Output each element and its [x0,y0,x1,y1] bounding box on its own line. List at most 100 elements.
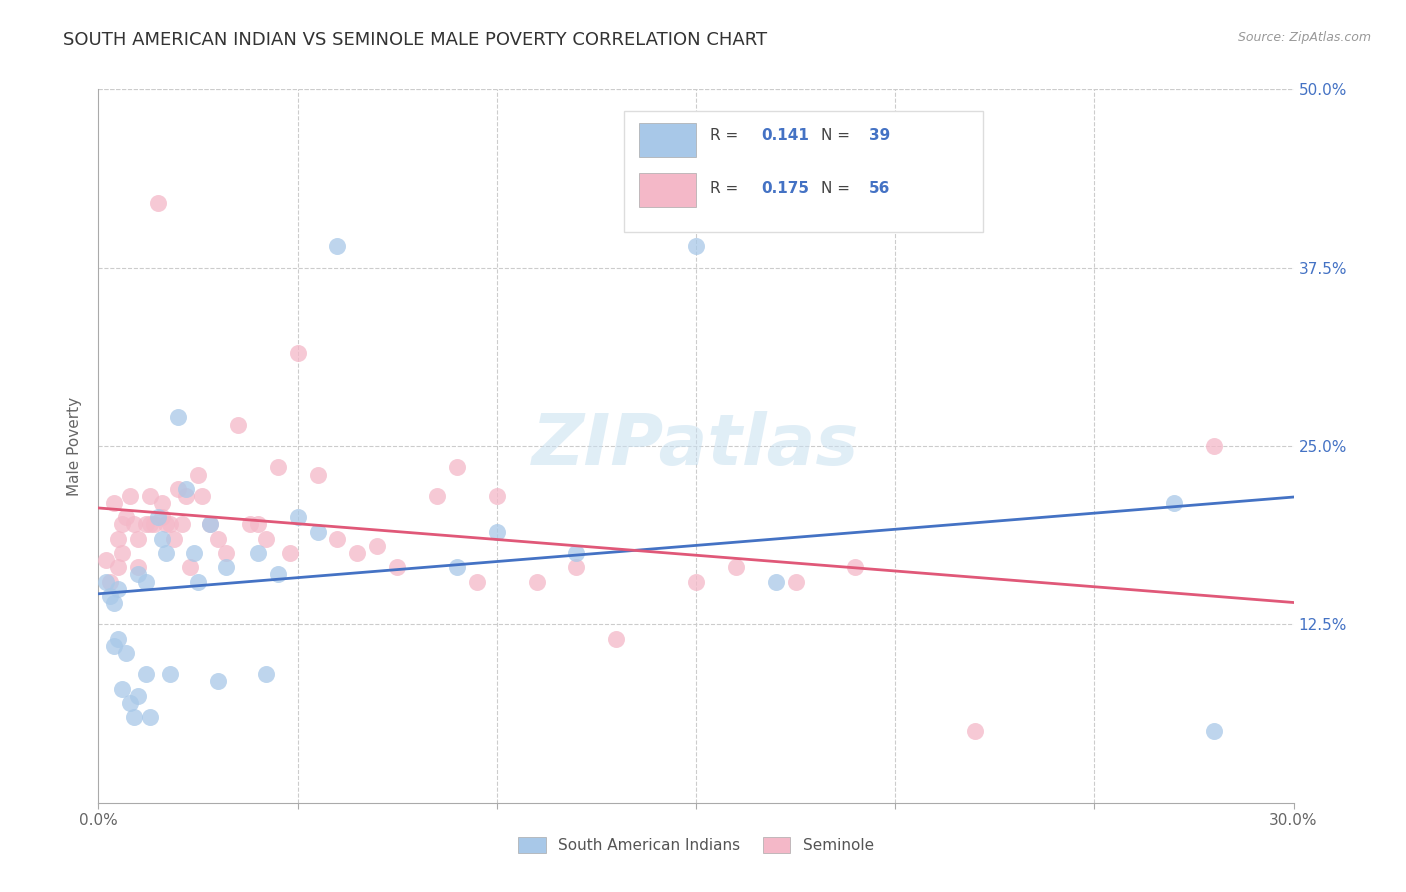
Point [98,589,122,603]
Point [167,482,190,496]
Point [426,489,449,503]
Point [254,532,277,546]
Point [485,489,508,503]
Point [187,467,209,482]
Text: ZIPatlas: ZIPatlas [533,411,859,481]
Point [127,689,149,703]
Legend: South American Indians, Seminole: South American Indians, Seminole [512,831,880,859]
Point [139,489,162,503]
Point [198,517,221,532]
Point [565,546,588,560]
Point [124,517,146,532]
Text: R =: R = [710,128,744,144]
Point [605,632,627,646]
Point [183,546,205,560]
Text: N =: N = [821,128,855,144]
Point [98,574,122,589]
Point [1163,496,1185,510]
Point [765,574,787,589]
Point [287,346,309,360]
Point [107,632,129,646]
Point [111,681,134,696]
Point [724,560,747,574]
Point [287,510,309,524]
Point [150,496,173,510]
Point [246,517,269,532]
Point [139,517,162,532]
Point [115,510,138,524]
Text: Source: ZipAtlas.com: Source: ZipAtlas.com [1237,31,1371,45]
Point [120,696,142,710]
Point [385,560,409,574]
FancyBboxPatch shape [638,173,696,207]
Point [172,517,194,532]
Point [103,496,125,510]
Point [485,524,508,539]
Point [207,532,229,546]
Point [139,710,162,724]
Point [96,574,118,589]
Point [103,639,125,653]
FancyBboxPatch shape [638,123,696,157]
Point [150,532,173,546]
Point [326,532,349,546]
Point [465,574,488,589]
Text: 0.175: 0.175 [762,180,810,195]
Text: R =: R = [710,180,744,195]
Point [963,724,986,739]
Point [446,460,468,475]
Point [254,667,277,681]
Point [150,510,173,524]
Text: 39: 39 [869,128,890,144]
FancyBboxPatch shape [624,111,983,232]
Point [155,546,177,560]
Point [96,553,118,567]
Point [124,710,146,724]
Point [198,517,221,532]
Point [226,417,249,432]
Point [111,517,134,532]
Point [785,574,807,589]
Point [120,489,142,503]
Point [107,582,129,596]
Point [135,517,157,532]
Point [207,674,229,689]
Point [366,539,388,553]
Point [115,646,138,660]
Point [107,532,129,546]
Point [844,560,866,574]
Point [326,239,349,253]
Point [159,517,181,532]
Point [685,239,707,253]
Y-axis label: Male Poverty: Male Poverty [67,396,83,496]
Point [127,567,149,582]
Point [159,667,181,681]
Point [267,460,290,475]
Point [167,410,190,425]
Point [215,546,238,560]
Point [191,489,214,503]
Point [1202,439,1225,453]
Point [127,560,149,574]
Point [174,489,197,503]
Point [187,574,209,589]
Point [135,574,157,589]
Point [179,560,201,574]
Point [565,560,588,574]
Point [685,574,707,589]
Point [278,546,301,560]
Point [148,510,170,524]
Point [526,574,548,589]
Point [215,560,238,574]
Point [346,546,368,560]
Point [163,532,186,546]
Text: SOUTH AMERICAN INDIAN VS SEMINOLE MALE POVERTY CORRELATION CHART: SOUTH AMERICAN INDIAN VS SEMINOLE MALE P… [63,31,768,49]
Point [1202,724,1225,739]
Point [246,546,269,560]
Point [143,517,166,532]
Point [307,467,329,482]
Text: 56: 56 [869,180,890,195]
Point [174,482,197,496]
Point [127,532,149,546]
Point [446,560,468,574]
